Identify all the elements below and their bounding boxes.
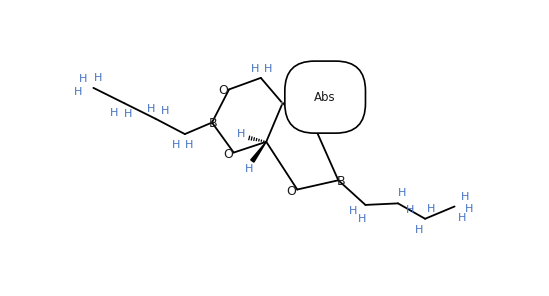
Text: H: H <box>315 114 323 124</box>
Text: H: H <box>406 205 414 215</box>
Text: H: H <box>349 206 357 216</box>
Text: H: H <box>414 225 423 235</box>
Text: H: H <box>264 65 272 74</box>
Text: H: H <box>461 192 469 202</box>
Text: H: H <box>245 165 254 175</box>
Text: H: H <box>397 188 406 198</box>
Text: H: H <box>427 204 435 214</box>
Text: O: O <box>223 148 233 161</box>
Polygon shape <box>251 142 266 162</box>
Text: B: B <box>209 117 218 130</box>
Text: H: H <box>303 75 311 85</box>
Text: H: H <box>94 73 102 83</box>
Text: H: H <box>237 129 245 139</box>
Text: H: H <box>147 104 156 114</box>
Text: O: O <box>316 120 326 133</box>
Text: H: H <box>74 87 82 97</box>
Text: O: O <box>286 185 296 198</box>
Text: B: B <box>337 175 346 188</box>
Text: H: H <box>109 107 118 118</box>
Text: Abs: Abs <box>315 91 336 104</box>
Polygon shape <box>283 103 310 119</box>
Text: H: H <box>124 109 132 119</box>
Text: H: H <box>458 213 467 223</box>
Text: H: H <box>161 106 170 116</box>
Text: H: H <box>79 74 87 84</box>
Text: H: H <box>186 140 194 150</box>
Text: H: H <box>250 65 259 74</box>
Text: H: H <box>357 214 366 224</box>
Text: O: O <box>219 84 228 97</box>
Text: H: H <box>465 204 473 214</box>
Text: H: H <box>171 140 180 150</box>
